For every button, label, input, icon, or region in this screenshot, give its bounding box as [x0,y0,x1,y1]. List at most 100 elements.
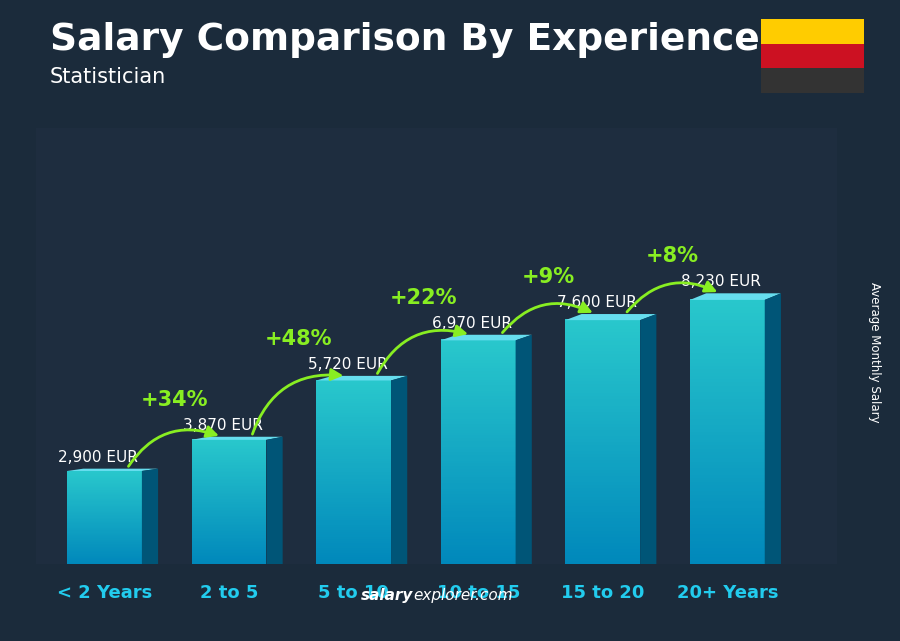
Bar [565,368,640,372]
Bar [565,389,640,394]
Bar [690,477,765,481]
Bar [565,417,640,420]
Bar [441,532,516,536]
Bar [192,497,266,499]
Bar [441,510,516,513]
Bar [192,508,266,510]
Bar [441,381,516,385]
Text: Statistician: Statistician [50,67,166,87]
Bar [565,520,640,524]
Bar [192,498,266,501]
Bar [441,474,516,478]
Text: Salary Comparison By Experience: Salary Comparison By Experience [50,22,760,58]
Bar [68,558,142,560]
Bar [690,523,765,528]
Bar [441,443,516,447]
Bar [192,469,266,471]
Bar [565,495,640,500]
Bar [192,479,266,482]
Bar [316,474,391,477]
Bar [192,494,266,495]
Bar [760,19,864,44]
Text: 5,720 EUR: 5,720 EUR [308,357,387,372]
Bar [690,365,765,369]
Bar [316,545,391,548]
Bar [316,444,391,447]
Bar [690,315,765,320]
Bar [441,448,516,452]
Bar [192,551,266,553]
Bar [441,538,516,542]
Bar [690,371,765,376]
Bar [565,337,640,342]
Bar [441,345,516,349]
Bar [68,532,142,534]
Bar [690,553,765,558]
Bar [68,473,142,474]
Bar [690,497,765,501]
Bar [690,537,765,541]
Bar [690,401,765,406]
Bar [316,421,391,424]
Bar [68,526,142,528]
Bar [316,481,391,484]
Text: explorer.com: explorer.com [413,588,513,603]
Bar [565,377,640,381]
Bar [565,420,640,424]
Bar [68,499,142,500]
Bar [316,492,391,495]
Bar [565,487,640,491]
Bar [316,437,391,440]
Bar [441,504,516,508]
Bar [316,442,391,445]
Bar [565,432,640,436]
Text: salary: salary [361,588,413,603]
Bar [192,544,266,545]
Bar [441,560,516,564]
Bar [441,384,516,388]
Bar [68,510,142,512]
Bar [68,497,142,499]
Bar [192,554,266,556]
Bar [565,322,640,326]
Bar [68,531,142,533]
Bar [192,542,266,544]
Bar [316,558,391,562]
Bar [441,468,516,472]
Bar [441,462,516,466]
Bar [316,506,391,509]
Bar [441,417,516,421]
Bar [441,482,516,486]
Bar [690,480,765,485]
Bar [565,331,640,335]
Bar [68,537,142,538]
Bar [316,536,391,539]
Bar [690,358,765,363]
Text: +8%: +8% [646,246,699,266]
Bar [565,542,640,545]
Bar [68,549,142,551]
Bar [68,520,142,522]
Bar [192,528,266,530]
Bar [690,431,765,435]
Polygon shape [266,437,283,564]
Bar [192,538,266,541]
Bar [192,537,266,539]
Bar [690,434,765,438]
Bar [68,519,142,521]
Bar [68,513,142,515]
Bar [68,503,142,504]
Bar [690,411,765,415]
Bar [68,540,142,542]
Bar [316,400,391,403]
Bar [68,529,142,530]
Bar [68,544,142,545]
Bar [192,517,266,519]
Bar [68,499,142,501]
Text: +48%: +48% [266,329,333,349]
Bar [192,526,266,528]
Bar [68,524,142,526]
Bar [441,496,516,500]
Bar [441,420,516,424]
Bar [441,476,516,480]
